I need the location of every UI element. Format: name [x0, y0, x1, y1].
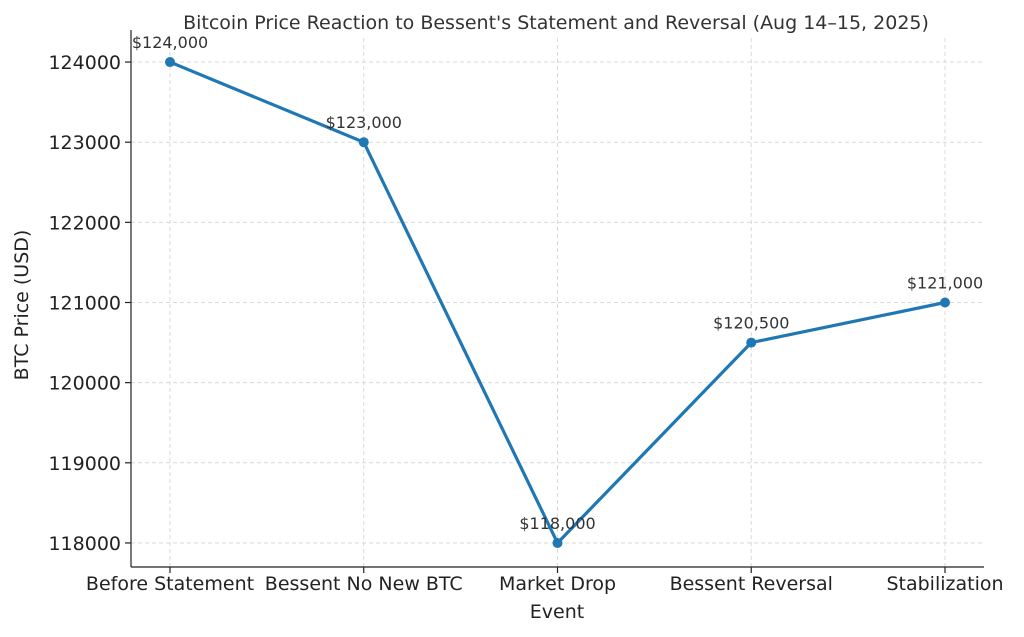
y-tick-label: 118000: [48, 533, 121, 555]
x-tick-label: Bessent No New BTC: [265, 573, 463, 595]
x-tick-label: Stabilization: [886, 573, 1003, 595]
data-point: [940, 297, 950, 308]
data-label: $118,000: [519, 514, 595, 533]
data-labels-layer: $124,000 $123,000 $118,000 $120,500 $121,000: [132, 33, 983, 533]
data-point: [746, 337, 757, 348]
x-axis-label: Event: [530, 601, 584, 623]
y-tick-label: 122000: [48, 212, 121, 234]
series-layer: [165, 57, 950, 548]
ticks-layer: 118000 119000 120000 121000 122000 123000 1240…: [48, 52, 1003, 595]
x-tick-label: Bessent Reversal: [670, 573, 833, 595]
x-tick-label: Before Statement: [86, 573, 254, 595]
y-axis-label: BTC Price (USD): [11, 230, 33, 381]
x-tick-label: Market Drop: [499, 573, 616, 595]
y-tick-label: 119000: [48, 453, 121, 475]
data-label: $121,000: [907, 274, 983, 293]
y-tick-label: 123000: [48, 132, 121, 154]
data-label: $124,000: [132, 33, 208, 52]
y-tick-label: 120000: [48, 373, 121, 395]
data-label: $123,000: [326, 113, 402, 132]
data-point: [358, 137, 369, 148]
data-point: [552, 537, 563, 548]
data-point: [165, 57, 175, 68]
data-label: $120,500: [713, 314, 789, 333]
grid-layer: [131, 38, 984, 567]
y-tick-label: 121000: [48, 293, 121, 315]
chart-title: Bitcoin Price Reaction to Bessent's Stat…: [183, 12, 929, 34]
y-tick-label: 124000: [48, 52, 121, 74]
